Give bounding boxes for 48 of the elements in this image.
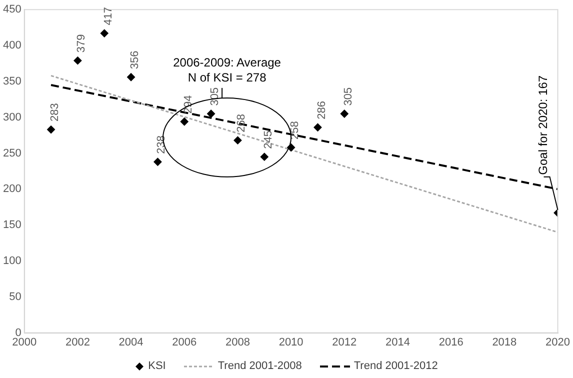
x-tick-label: 2004 bbox=[118, 336, 144, 348]
legend-label: Trend 2001-2008 bbox=[218, 360, 302, 372]
x-tick-label: 2010 bbox=[278, 336, 304, 348]
y-tick-label: 150 bbox=[2, 219, 22, 232]
y-tick-label: 350 bbox=[2, 75, 22, 88]
data-label: 305 bbox=[209, 87, 222, 106]
y-tick-label: 450 bbox=[2, 4, 22, 16]
data-label: 417 bbox=[102, 6, 114, 26]
point bbox=[207, 110, 216, 118]
data-label: 294 bbox=[182, 95, 194, 114]
point bbox=[234, 136, 242, 144]
y-tick-label: 200 bbox=[2, 183, 22, 196]
data-label: 268 bbox=[236, 114, 248, 132]
point bbox=[127, 73, 136, 82]
x-tick-label: 2006 bbox=[172, 336, 197, 348]
x-tick-label: 2000 bbox=[12, 336, 37, 348]
x-tick-label: 2014 bbox=[386, 336, 410, 348]
legend-label: Trend 2001-2012 bbox=[354, 360, 438, 372]
y-tick-label: 100 bbox=[2, 255, 22, 268]
annotation: Goal for 2020: 167 bbox=[536, 75, 550, 175]
data-label: 356 bbox=[129, 50, 142, 70]
y-tick-label: 250 bbox=[2, 147, 22, 160]
data-label: 283 bbox=[49, 103, 62, 122]
data-label: 286 bbox=[316, 101, 328, 120]
point bbox=[340, 110, 348, 118]
x-tick-label: 2018 bbox=[492, 336, 517, 348]
y-tick-label: 300 bbox=[2, 111, 22, 124]
data-label: 379 bbox=[76, 34, 88, 53]
point bbox=[260, 152, 268, 161]
x-tick-label: 2002 bbox=[65, 336, 90, 348]
data-label: 258 bbox=[289, 121, 302, 140]
point bbox=[154, 158, 162, 166]
x-tick-label: 2020 bbox=[546, 336, 570, 348]
point bbox=[314, 123, 322, 132]
annotation: 2006-2009: Average N of KSI = 278 bbox=[173, 55, 282, 84]
point bbox=[47, 126, 56, 134]
point bbox=[100, 29, 108, 38]
y-tick-label: 0 bbox=[15, 326, 22, 339]
point bbox=[74, 56, 82, 65]
y-tick-label: 400 bbox=[2, 40, 22, 52]
x-tick-label: 2008 bbox=[225, 336, 250, 348]
y-tick-label: 50 bbox=[9, 290, 22, 303]
x-tick-label: 2012 bbox=[332, 336, 357, 348]
data-label: 245 bbox=[262, 130, 274, 149]
data-label: 305 bbox=[342, 87, 354, 106]
legend-label: KSI bbox=[148, 360, 166, 372]
x-tick-label: 2016 bbox=[438, 336, 464, 348]
point bbox=[180, 118, 188, 126]
